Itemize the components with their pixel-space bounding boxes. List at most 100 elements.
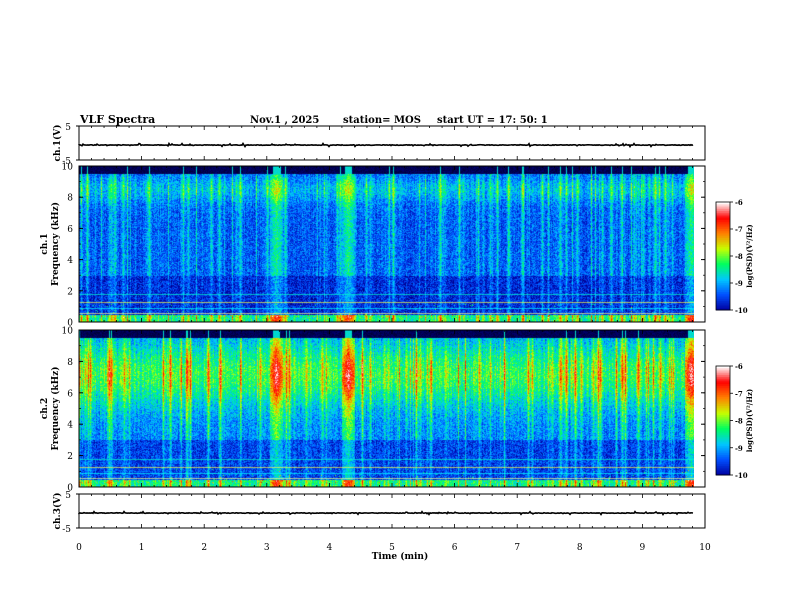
colorbar-swatch (716, 211, 730, 214)
colorbar-swatch (716, 252, 730, 255)
colorbar-swatch (716, 254, 730, 257)
colorbar-tick-label: -6 (735, 198, 743, 207)
ch3-waveform-trace (78, 510, 694, 516)
colorbar-swatch (716, 447, 730, 451)
colorbar-tick-label: -8 (735, 252, 743, 261)
colorbar-tick-label: -7 (735, 225, 743, 234)
colorbar-swatch (716, 387, 730, 391)
colorbar-swatch (716, 375, 730, 378)
colorbar-swatch (716, 229, 730, 232)
colorbar-swatch (716, 369, 730, 372)
x-tick-label: 3 (264, 543, 270, 553)
colorbar-tick-label: -10 (735, 471, 748, 480)
x-tick-label: 6 (452, 543, 458, 553)
x-tick-label: 2 (201, 543, 207, 553)
colorbar-swatch (716, 396, 730, 400)
colorbar-swatch (716, 436, 730, 440)
ch3-waveform-ytick-top: 5 (65, 491, 71, 501)
colorbar-tick-label: -10 (735, 306, 748, 315)
colorbar-swatch (716, 281, 730, 284)
colorbar-swatch (716, 243, 730, 246)
colorbar-swatch (716, 202, 730, 205)
colorbar-swatch (716, 261, 730, 264)
colorbar-swatch (716, 304, 730, 307)
colorbar-swatch (716, 263, 730, 266)
ch1-spectrogram-ytick: 10 (62, 163, 74, 173)
ch1-spectrogram-ytick: 4 (67, 256, 73, 266)
figure-title: VLF Spectra (79, 113, 155, 126)
colorbar-swatch (716, 398, 730, 402)
colorbar-label: log(PSD)(V²/Hz) (745, 389, 754, 453)
start-time-label: start UT = 17: 50: 1 (437, 115, 548, 126)
colorbar-swatch (716, 259, 730, 262)
colorbar-swatch (716, 297, 730, 300)
ch2-spectrogram-ytick: 8 (67, 358, 73, 368)
colorbar-swatch (716, 366, 730, 369)
ch3-waveform-panel: 5 -5ch.3(V) (52, 491, 706, 535)
colorbar-swatch (716, 415, 730, 418)
colorbar-swatch (716, 384, 730, 387)
colorbar-swatch (716, 272, 730, 275)
ch1-waveform-ylabel: ch.1(V) (52, 125, 63, 162)
station-label: station= MOS (343, 115, 421, 126)
colorbar-swatch (716, 451, 730, 454)
colorbar-swatch (716, 407, 730, 411)
colorbar-swatch (716, 248, 730, 252)
colorbar-swatch (716, 268, 730, 271)
colorbar-swatch (716, 299, 730, 302)
colorbar-swatch (716, 247, 730, 250)
colorbar-swatch (716, 382, 730, 385)
x-tick-label: 7 (514, 543, 520, 553)
colorbar-swatch (716, 413, 730, 416)
colorbar-swatch (716, 265, 730, 268)
ch3-waveform-ytick-bottom: -5 (62, 525, 71, 535)
colorbar-swatch (716, 295, 730, 298)
colorbar-swatch (716, 279, 730, 282)
colorbar-swatch (716, 453, 730, 456)
ch1-spectrogram-panel: 10 8 6 4 2 0 ch.1 Frequency (kHz) (40, 163, 706, 329)
time-axis: 0 1 2 3 4 5 6 7 8 9 10 Time (min) (76, 543, 711, 562)
ch1-waveform-ytick-bottom: -5 (62, 157, 71, 167)
colorbar-swatch (716, 225, 730, 228)
ch1-spectrogram-ytick: 0 (67, 319, 73, 329)
colorbar-swatch (716, 238, 730, 241)
colorbar-swatch (716, 367, 730, 371)
x-tick-label: 0 (76, 543, 82, 553)
colorbar-swatch (716, 292, 730, 295)
ch1-spectrogram-ylabel-channel: ch.1 (40, 233, 50, 254)
colorbar-swatch (716, 301, 730, 304)
colorbar-swatch (716, 418, 730, 421)
colorbar-swatch (716, 409, 730, 412)
colorbar-tick-label: -7 (735, 389, 743, 398)
colorbar-swatch (716, 376, 730, 380)
colorbar-swatch (716, 274, 730, 277)
colorbar-swatch (716, 435, 730, 438)
x-tick-label: 5 (389, 543, 395, 553)
colorbar-swatch (716, 427, 730, 431)
colorbar-swatch (716, 218, 730, 221)
ch3-waveform-ylabel: ch.3(V) (52, 493, 63, 530)
colorbar-swatch (716, 467, 730, 471)
colorbar-swatch (716, 424, 730, 427)
ch1-spectrogram-ytick: 2 (67, 287, 73, 297)
colorbar-swatch (716, 458, 730, 461)
ch2-spectrogram-ytick: 4 (67, 421, 73, 431)
colorbar-swatch (716, 216, 730, 219)
colorbar-swatch (716, 373, 730, 376)
colorbar-swatch (716, 371, 730, 374)
colorbar-swatch (716, 429, 730, 432)
ch2-spectrogram-image (79, 330, 694, 487)
colorbar-swatch (716, 411, 730, 414)
ch2-spectrogram-ytick: 0 (67, 484, 73, 494)
ch1-spectrogram-ytick: 6 (67, 225, 73, 235)
colorbar-swatch (716, 284, 730, 288)
colorbar-swatch (716, 256, 730, 259)
ch1-waveform-panel: 5 -5ch.1(V) (52, 123, 706, 167)
colorbar-swatch (716, 420, 730, 423)
ch1-spectrogram-image (79, 166, 694, 322)
colorbar-swatch (716, 286, 730, 289)
x-tick-label: 1 (139, 543, 145, 553)
colorbar-swatch (716, 431, 730, 434)
date-label: Nov.1 , 2025 (250, 115, 319, 126)
